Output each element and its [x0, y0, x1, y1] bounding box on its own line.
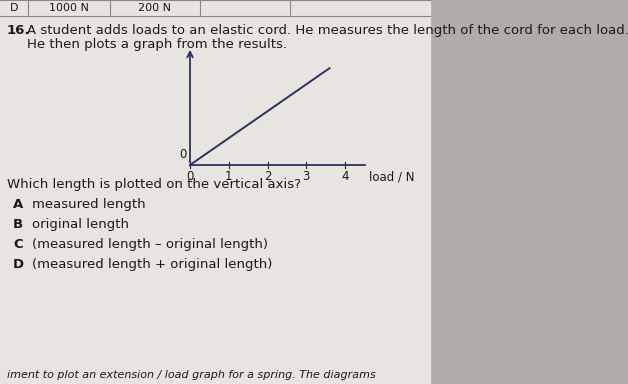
Text: B: B: [13, 218, 23, 231]
Text: 200 N: 200 N: [139, 3, 171, 13]
Text: 1000 N: 1000 N: [49, 3, 89, 13]
Text: Which length is plotted on the vertical axis?: Which length is plotted on the vertical …: [7, 178, 301, 191]
Text: 1: 1: [225, 170, 232, 183]
Text: iment to plot an extension / load graph for a spring. The diagrams: iment to plot an extension / load graph …: [7, 370, 376, 380]
Text: (measured length – original length): (measured length – original length): [32, 238, 268, 251]
Text: He then plots a graph from the results.: He then plots a graph from the results.: [27, 38, 287, 51]
Text: 4: 4: [341, 170, 349, 183]
Text: 0: 0: [180, 148, 187, 161]
Bar: [0, 0, 430, 384]
Text: 0: 0: [187, 170, 193, 183]
Text: measured length: measured length: [32, 198, 146, 211]
Text: original length: original length: [32, 218, 129, 231]
Text: A student adds loads to an elastic cord. He measures the length of the cord for : A student adds loads to an elastic cord.…: [27, 24, 628, 37]
Text: 3: 3: [303, 170, 310, 183]
Text: 16.: 16.: [7, 24, 31, 37]
Text: D: D: [10, 3, 18, 13]
Text: (measured length + original length): (measured length + original length): [32, 258, 273, 271]
Text: D: D: [13, 258, 24, 271]
Text: A: A: [13, 198, 23, 211]
Text: 2: 2: [264, 170, 271, 183]
Bar: [430, 0, 628, 384]
Text: C: C: [13, 238, 23, 251]
Text: load / N: load / N: [369, 170, 414, 183]
